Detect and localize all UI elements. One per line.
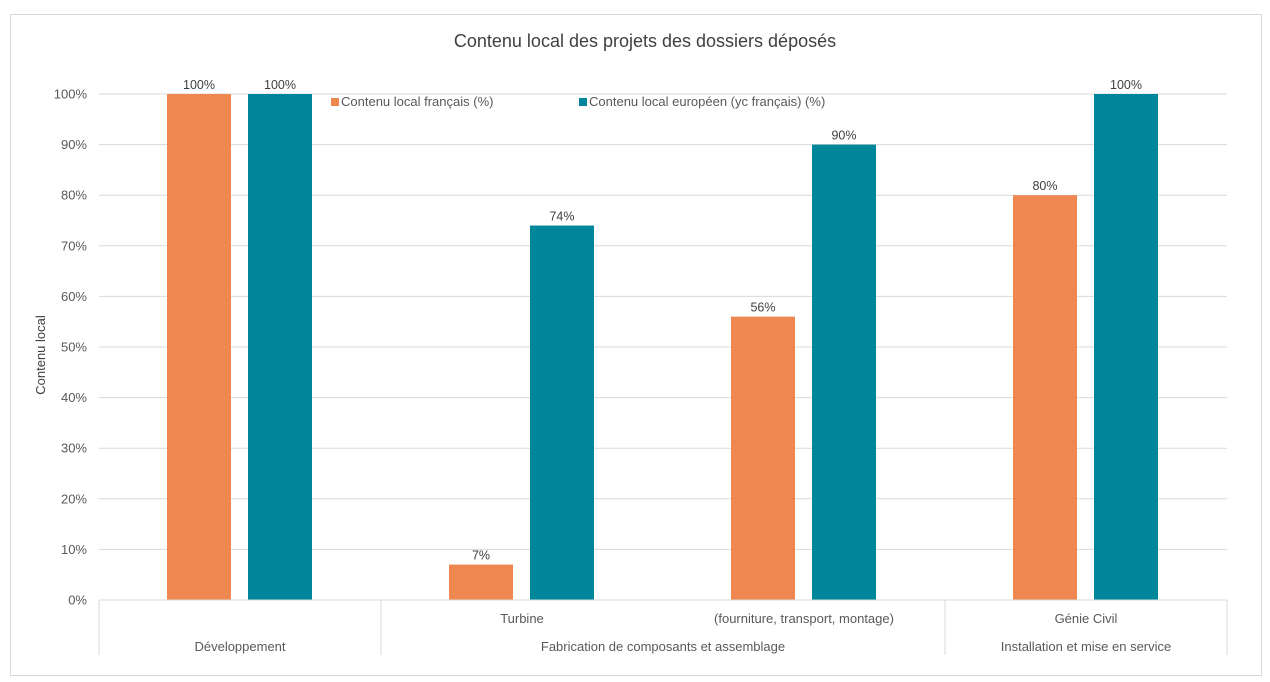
bar-francais <box>731 316 795 600</box>
y-tick-label: 70% <box>61 238 87 253</box>
bar-francais <box>167 94 231 600</box>
data-label: 100% <box>264 78 296 92</box>
legend-label: Contenu local européen (yc français) (%) <box>589 94 825 109</box>
x-axis: Turbine (fourniture, transport, montage) G… <box>98 599 1228 655</box>
y-axis-ticks: 0% 10% 20% 30% 40% 50% 60% 70% 80% 90% 100% <box>54 87 88 608</box>
chart-frame <box>10 14 1262 676</box>
x-tick-label: (fourniture, transport, montage) <box>714 611 894 626</box>
y-tick-label: 90% <box>61 137 87 152</box>
data-label: 90% <box>831 129 856 143</box>
x-tick-label: Génie Civil <box>1055 611 1118 626</box>
y-tick-label: 80% <box>61 188 87 203</box>
bar-francais <box>449 564 513 600</box>
data-labels: 100% 7% 56% 80% 100% 74% 90% 100% <box>183 78 1142 563</box>
data-label: 100% <box>1110 78 1142 92</box>
y-tick-label: 100% <box>54 87 88 102</box>
y-tick-label: 50% <box>61 340 87 355</box>
x-tick-label: Turbine <box>500 611 544 626</box>
legend-swatch <box>331 98 339 106</box>
y-tick-label: 20% <box>61 491 87 506</box>
legend-swatch <box>579 98 587 106</box>
data-label: 80% <box>1032 179 1057 193</box>
y-tick-label: 10% <box>61 542 87 557</box>
chart-title: Contenu local des projets des dossiers d… <box>454 31 836 51</box>
legend-label: Contenu local français (%) <box>341 94 493 109</box>
y-tick-label: 0% <box>68 593 87 608</box>
y-tick-label: 60% <box>61 289 87 304</box>
data-label: 74% <box>549 210 574 224</box>
data-label: 56% <box>750 301 775 315</box>
y-tick-label: 30% <box>61 441 87 456</box>
legend: Contenu local français (%) Contenu local … <box>331 94 825 109</box>
bar-europeen <box>1094 94 1158 600</box>
data-label: 100% <box>183 78 215 92</box>
y-tick-label: 40% <box>61 390 87 405</box>
bars <box>167 94 1158 600</box>
x-group-label: Développement <box>194 639 285 654</box>
x-group-label: Installation et mise en service <box>1001 639 1172 654</box>
y-axis-label: Contenu local <box>33 315 48 395</box>
bar-europeen <box>530 225 594 600</box>
data-label: 7% <box>472 549 490 563</box>
bar-europeen <box>812 144 876 600</box>
bar-europeen <box>248 94 312 600</box>
bar-francais <box>1013 195 1077 600</box>
x-group-label: Fabrication de composants et assemblage <box>541 639 785 654</box>
